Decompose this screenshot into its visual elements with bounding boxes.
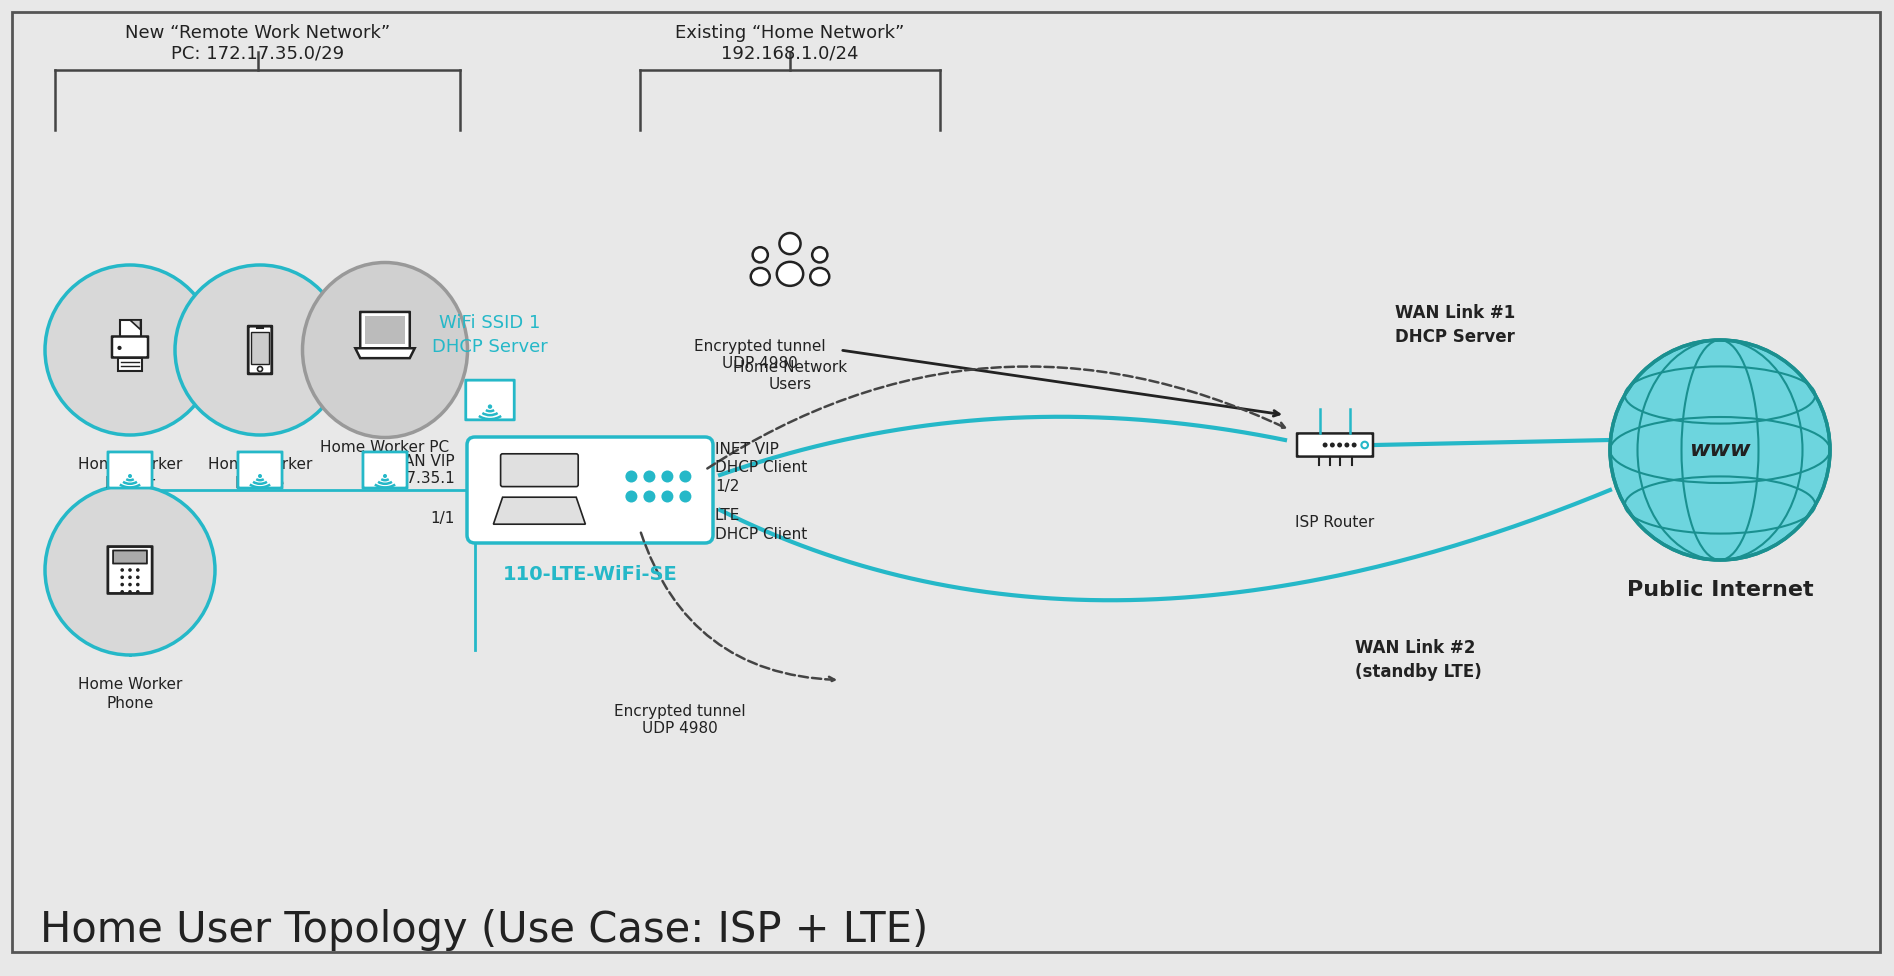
FancyBboxPatch shape [360, 312, 409, 348]
Circle shape [45, 485, 216, 655]
FancyBboxPatch shape [112, 337, 148, 357]
FancyBboxPatch shape [108, 547, 152, 593]
Text: LTE
DHCP Client: LTE DHCP Client [716, 508, 807, 542]
Text: Home Worker
Printer: Home Worker Printer [78, 457, 182, 491]
Text: Encrypted tunnel
UDP 4980: Encrypted tunnel UDP 4980 [614, 704, 746, 736]
Text: Public Internet: Public Internet [1627, 580, 1813, 600]
FancyBboxPatch shape [364, 316, 405, 345]
Circle shape [136, 568, 140, 572]
Circle shape [136, 583, 140, 587]
Polygon shape [356, 348, 415, 358]
Circle shape [1330, 442, 1335, 447]
Text: ISP Router: ISP Router [1295, 515, 1375, 530]
Text: 1/1: 1/1 [430, 510, 455, 525]
Polygon shape [131, 320, 140, 330]
Circle shape [780, 233, 801, 254]
Circle shape [383, 474, 386, 478]
FancyBboxPatch shape [114, 550, 148, 563]
FancyBboxPatch shape [117, 357, 142, 371]
Text: Home Worker
Mobile: Home Worker Mobile [208, 457, 313, 491]
Circle shape [129, 590, 133, 593]
FancyBboxPatch shape [119, 320, 140, 337]
FancyBboxPatch shape [1297, 433, 1373, 457]
Polygon shape [494, 497, 585, 524]
Circle shape [1352, 442, 1356, 447]
Circle shape [136, 590, 140, 593]
Circle shape [121, 568, 123, 572]
Text: Encrypted tunnel
UDP 4980: Encrypted tunnel UDP 4980 [695, 339, 826, 371]
Text: Home User Topology (Use Case: ISP + LTE): Home User Topology (Use Case: ISP + LTE) [40, 909, 928, 951]
Circle shape [661, 491, 674, 503]
Circle shape [1345, 442, 1349, 447]
Circle shape [1322, 442, 1328, 447]
Text: Home Worker PC: Home Worker PC [320, 440, 449, 455]
Circle shape [129, 583, 133, 587]
Circle shape [121, 583, 123, 587]
Text: PC: 172.17.35.0/29: PC: 172.17.35.0/29 [170, 44, 345, 62]
Circle shape [258, 474, 261, 478]
Text: Existing “Home Network”: Existing “Home Network” [676, 24, 905, 42]
FancyBboxPatch shape [248, 326, 273, 374]
Ellipse shape [303, 263, 468, 437]
Circle shape [813, 247, 828, 263]
FancyBboxPatch shape [364, 452, 407, 488]
FancyBboxPatch shape [500, 454, 578, 487]
Circle shape [121, 590, 123, 593]
Text: LAN VIP
172.17.35.1: LAN VIP 172.17.35.1 [364, 454, 455, 486]
Circle shape [752, 247, 767, 263]
Circle shape [625, 470, 638, 482]
FancyBboxPatch shape [466, 381, 515, 420]
Circle shape [129, 576, 133, 579]
Circle shape [45, 265, 216, 435]
Circle shape [1610, 340, 1830, 560]
Circle shape [644, 470, 655, 482]
Circle shape [625, 491, 638, 503]
FancyBboxPatch shape [252, 332, 269, 364]
Circle shape [174, 265, 345, 435]
Circle shape [129, 474, 133, 478]
Circle shape [117, 346, 121, 350]
Text: WiFi SSID 1
DHCP Server: WiFi SSID 1 DHCP Server [432, 314, 547, 356]
Circle shape [680, 470, 691, 482]
Ellipse shape [811, 268, 830, 285]
Ellipse shape [777, 262, 803, 286]
FancyBboxPatch shape [239, 452, 282, 488]
Circle shape [121, 576, 123, 579]
Circle shape [129, 568, 133, 572]
Circle shape [680, 491, 691, 503]
FancyBboxPatch shape [108, 452, 152, 488]
Circle shape [661, 470, 674, 482]
Ellipse shape [750, 268, 769, 285]
Text: New “Remote Work Network”: New “Remote Work Network” [125, 24, 390, 42]
Text: WAN Link #2
(standby LTE): WAN Link #2 (standby LTE) [1354, 639, 1481, 681]
FancyBboxPatch shape [468, 437, 712, 543]
Text: Home Network
Users: Home Network Users [733, 360, 847, 392]
Text: INET VIP
DHCP Client
1/2: INET VIP DHCP Client 1/2 [716, 442, 807, 494]
Text: 110-LTE-WiFi-SE: 110-LTE-WiFi-SE [502, 565, 678, 584]
FancyBboxPatch shape [11, 12, 1881, 952]
Text: WAN Link #1
DHCP Server: WAN Link #1 DHCP Server [1396, 305, 1515, 346]
Circle shape [136, 576, 140, 579]
Text: www: www [1689, 440, 1750, 460]
Circle shape [1337, 442, 1343, 447]
Text: 192.168.1.0/24: 192.168.1.0/24 [722, 44, 858, 62]
Circle shape [644, 491, 655, 503]
Text: Home Worker
Phone: Home Worker Phone [78, 677, 182, 711]
Circle shape [489, 404, 492, 409]
